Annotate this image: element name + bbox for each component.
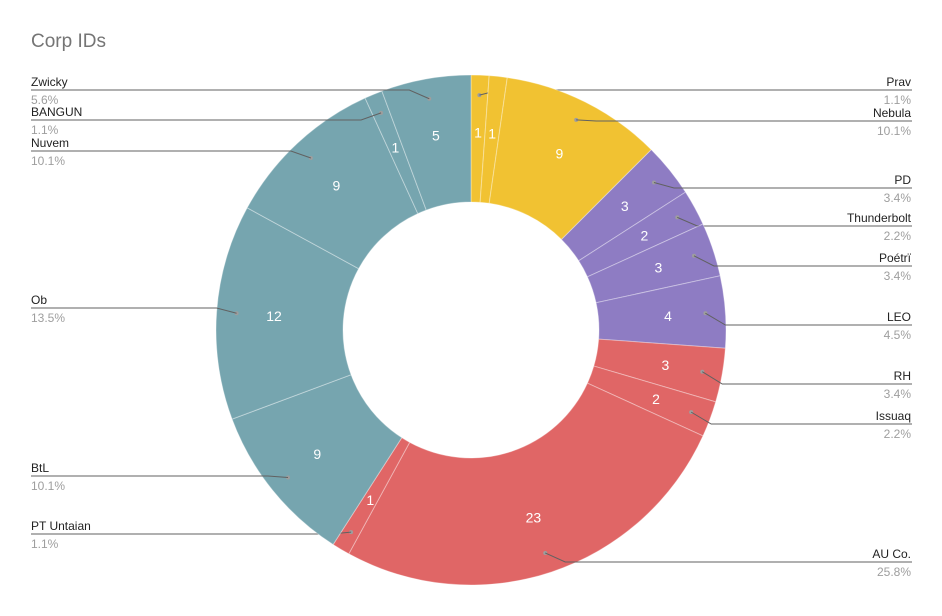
slice-percent-label: 10.1% (31, 154, 65, 168)
slice-name-label: Prav (886, 75, 911, 89)
slice-name-label: Nuvem (31, 136, 69, 150)
leader-line (31, 475, 289, 478)
slice-percent-label: 1.1% (31, 123, 59, 137)
slice-prav[interactable] (470, 74, 490, 203)
slice-name-label: Zwicky (31, 75, 68, 89)
slice-value-label: 2 (640, 227, 648, 243)
slice-value-label: 9 (313, 446, 321, 462)
slice-issuaq[interactable] (586, 365, 717, 437)
slice-percent-label: 13.5% (31, 311, 65, 325)
slice-value-label: 5 (432, 128, 440, 144)
slice-btl[interactable] (231, 374, 403, 546)
slice-value-label: 1 (392, 140, 400, 156)
slice-name-label: Thunderbolt (847, 211, 912, 225)
slice-value-label: 1 (474, 125, 482, 141)
slice-au-co-[interactable] (348, 382, 704, 586)
slice-value-label: 3 (661, 357, 669, 373)
slice-name-label: Issuaq (876, 409, 911, 423)
leader-line (653, 182, 912, 189)
slice-percent-label: 10.1% (31, 479, 65, 493)
slice-zwicky[interactable] (381, 74, 472, 211)
leader-line (31, 89, 430, 100)
leader-line (31, 112, 382, 121)
slice-name-label: RH (894, 369, 911, 383)
slice-percent-label: 4.5% (884, 328, 912, 342)
leader-line (31, 307, 237, 314)
slice-value-label: 9 (333, 177, 341, 193)
slice-percent-label: 5.6% (31, 93, 59, 107)
slice-name-label: Ob (31, 293, 47, 307)
leader-line (677, 216, 912, 227)
slice-name-label: Nebula (873, 106, 911, 120)
slice-percent-label: 25.8% (877, 565, 911, 579)
slice-name-label: PD (894, 173, 911, 187)
slice-value-label: 1 (366, 492, 374, 508)
slice-name-label: AU Co. (872, 547, 911, 561)
slice-value-label: 4 (664, 308, 672, 324)
slice-nuvem[interactable] (246, 97, 419, 270)
slice-name-label: LEO (887, 310, 911, 324)
slice-value-label: 3 (654, 260, 662, 276)
slice-percent-label: 2.2% (884, 229, 912, 243)
slice-value-label: 3 (621, 198, 629, 214)
slice-percent-label: 3.4% (884, 387, 912, 401)
leader-line (545, 552, 912, 563)
slice-name-label: BANGUN (31, 105, 82, 119)
slice-leo[interactable] (595, 275, 727, 349)
slice-value-label: 1 (488, 126, 496, 142)
slice-percent-label: 1.1% (884, 93, 912, 107)
slice-value-label: 9 (556, 145, 564, 161)
slice-percent-label: 1.1% (31, 537, 59, 551)
slice-percent-label: 3.4% (884, 269, 912, 283)
leader-line (690, 411, 912, 425)
slice-nebula[interactable] (488, 77, 653, 241)
leader-line (705, 312, 912, 326)
slice-percent-label: 2.2% (884, 427, 912, 441)
slice-ob[interactable] (215, 207, 360, 420)
slice-percent-label: 10.1% (877, 124, 911, 138)
slice-name-label: PT Untaian (31, 519, 91, 533)
leader-line (576, 119, 912, 122)
chart-title: Corp IDs (31, 31, 106, 52)
leader-line (31, 150, 312, 159)
slice-percent-label: 3.4% (884, 191, 912, 205)
leader-line (702, 371, 912, 385)
slice-pt-untaian[interactable] (332, 436, 411, 555)
slice-prav[interactable] (479, 75, 508, 204)
leader-line (693, 255, 912, 267)
slice-name-label: Poétrï (879, 251, 912, 265)
slice-value-label: 23 (526, 509, 542, 525)
slice-value-label: 2 (652, 391, 660, 407)
slice-name-label: BtL (31, 461, 49, 475)
slice-value-label: 12 (266, 308, 282, 324)
